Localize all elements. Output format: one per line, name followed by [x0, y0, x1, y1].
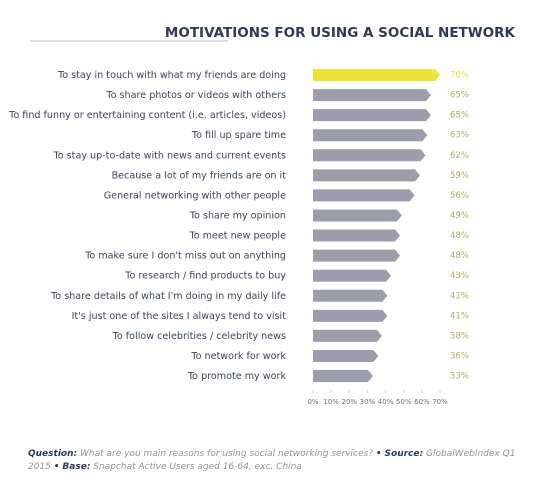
category-label: To share photos or videos with others	[105, 90, 286, 101]
bar	[313, 349, 379, 362]
category-label: To follow celebrities / celebrity news	[112, 331, 286, 342]
x-tick-label: 40%	[378, 398, 394, 406]
category-label: To fill up spare time	[191, 130, 286, 141]
value-label: 62%	[450, 151, 469, 161]
value-label: 48%	[450, 251, 469, 261]
category-label: To find funny or entertaining content (i…	[8, 110, 286, 121]
x-tick-label: 70%	[432, 398, 448, 406]
x-tick-label: 50%	[396, 398, 412, 406]
value-label: 59%	[450, 171, 469, 181]
bar	[313, 209, 402, 222]
x-tick-label: 0%	[307, 398, 318, 406]
category-label: To stay in touch with what my friends ar…	[57, 70, 286, 81]
x-tick-label: 20%	[342, 398, 358, 406]
value-label: 38%	[450, 331, 469, 341]
category-label: To share my opinion	[189, 210, 286, 221]
category-label: To stay up-to-date with news and current…	[53, 150, 286, 161]
bar	[313, 370, 373, 383]
bar	[313, 69, 440, 81]
x-tick-label: 10%	[323, 398, 339, 406]
value-label: 41%	[450, 291, 469, 301]
value-label: 49%	[450, 211, 469, 221]
bar	[313, 289, 388, 302]
category-label: To share details of what I'm doing in my…	[50, 291, 286, 302]
category-label: To meet new people	[188, 231, 286, 242]
separator: •	[375, 449, 382, 459]
value-label: 48%	[450, 231, 469, 241]
value-label: 70%	[450, 71, 469, 81]
bar	[313, 189, 415, 202]
value-label: 41%	[450, 311, 469, 321]
category-label: To research / find products to buy	[124, 271, 286, 282]
category-label: General networking with other people	[104, 190, 286, 201]
value-label: 33%	[450, 372, 469, 382]
bar	[313, 129, 428, 142]
bar	[313, 329, 382, 342]
footnote-label: Question:	[28, 449, 78, 459]
bar	[313, 89, 431, 102]
bar	[313, 249, 401, 262]
footnote-text: GlobalWebIndex Q1 2015	[28, 449, 516, 472]
category-label: To network for work	[190, 351, 286, 362]
footnote-label: Base:	[62, 462, 91, 472]
category-label: It's just one of the sites I always tend…	[72, 311, 287, 322]
chart-title: MOTIVATIONS FOR USING A SOCIAL NETWORK	[165, 25, 516, 41]
footnote-text: What are you main reasons for using soci…	[79, 449, 374, 459]
bar	[313, 309, 388, 322]
footnote-text: Snapchat Active Users aged 16-64, exc. C…	[93, 462, 302, 472]
footnote-label: Source:	[384, 449, 424, 459]
x-tick-label: 30%	[360, 398, 376, 406]
bar	[313, 109, 431, 122]
bar	[313, 229, 401, 242]
x-tick-label: 60%	[414, 398, 430, 406]
value-label: 65%	[450, 111, 469, 121]
footnote: Question: What are you main reasons for …	[28, 448, 528, 474]
category-label: Because a lot of my friends are on it	[112, 170, 287, 181]
value-label: 36%	[450, 351, 469, 361]
bar	[313, 269, 392, 282]
separator: •	[53, 462, 60, 472]
value-label: 43%	[450, 271, 469, 281]
bar	[313, 149, 426, 162]
category-label: To promote my work	[187, 371, 287, 382]
value-label: 63%	[450, 131, 469, 141]
value-label: 56%	[450, 191, 469, 201]
value-label: 65%	[450, 91, 469, 101]
bar	[313, 169, 421, 182]
category-label: To make sure I don't miss out on anythin…	[84, 251, 286, 262]
